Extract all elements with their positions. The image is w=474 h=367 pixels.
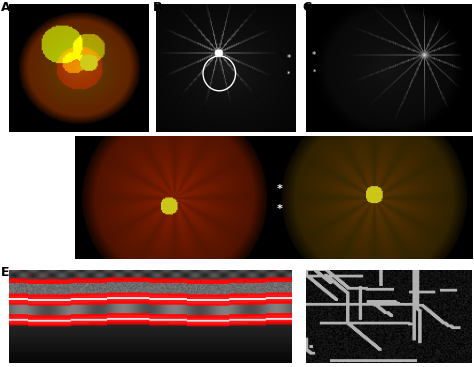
Text: B: B (153, 1, 162, 14)
Text: *: * (287, 70, 291, 76)
Text: *: * (287, 54, 291, 63)
Text: E: E (1, 266, 9, 279)
Text: A: A (1, 1, 10, 14)
Text: *: * (312, 51, 317, 60)
Text: *: * (277, 184, 283, 194)
Text: *: * (277, 204, 283, 214)
Text: *: * (313, 68, 316, 75)
Text: C: C (302, 1, 311, 14)
Text: D: D (75, 136, 85, 149)
